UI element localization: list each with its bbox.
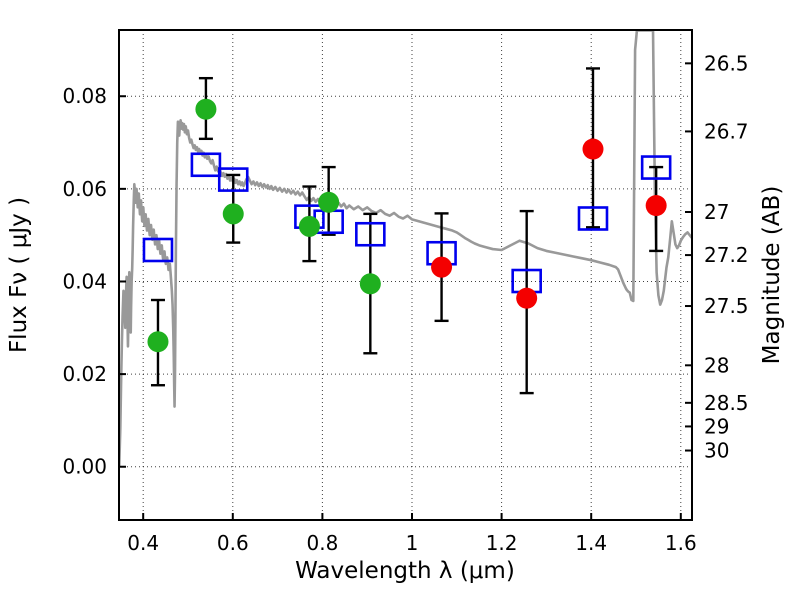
x-tick-label: 1.6: [665, 531, 697, 555]
observed-green-markers: [147, 98, 381, 353]
marker-filled-circle: [147, 331, 169, 353]
marker-open-square: [142, 237, 174, 263]
magnitude-tick-label: 26.7: [704, 119, 749, 143]
marker-filled-circle: [582, 138, 604, 160]
y-tick-label: 0.00: [62, 455, 107, 479]
x-tick-label: 1.4: [575, 531, 607, 555]
observed-red-markers: [431, 138, 667, 309]
marker-filled-circle: [195, 98, 217, 120]
magnitude-tick-label: 28.5: [704, 391, 749, 415]
model-spectrum-curve: [119, 30, 692, 467]
marker-filled-circle: [222, 203, 244, 225]
y-tick-label: 0.06: [62, 177, 107, 201]
marker-filled-circle: [298, 215, 320, 237]
x-tick-label: 0.4: [127, 531, 159, 555]
marker-filled-circle: [359, 273, 381, 295]
x-tick-label: 1: [406, 531, 419, 555]
marker-open-square: [217, 167, 249, 192]
y-axis-ticks-left: 0.00 0.02 0.04 0.06 0.08: [62, 84, 126, 479]
x-tick-label: 1.2: [486, 531, 518, 555]
marker-open-square: [355, 221, 386, 247]
magnitude-tick-label: 27.5: [704, 294, 749, 318]
plot-frame: [118, 29, 693, 521]
y-axis-label-right: Magnitude (AB): [759, 186, 785, 365]
magnitude-tick-label: 26.5: [704, 51, 749, 75]
marker-filled-circle: [431, 256, 453, 278]
magnitude-tick-label: 27: [704, 200, 729, 224]
marker-filled-circle: [318, 191, 340, 213]
marker-filled-circle: [645, 195, 667, 217]
x-axis-label: Wavelength λ (μm): [295, 558, 515, 584]
magnitude-tick-label: 29: [704, 414, 729, 438]
magnitude-tick-label: 28: [704, 353, 729, 377]
marker-open-square: [577, 206, 609, 231]
marker-open-square: [640, 155, 672, 180]
magnitude-tick-label: 30: [704, 439, 729, 463]
x-tick-label: 0.6: [217, 531, 249, 555]
y-tick-label: 0.08: [62, 84, 107, 108]
y-tick-label: 0.04: [62, 269, 107, 293]
y-tick-label: 0.02: [62, 362, 107, 386]
y-axis-label-left: Flux Fν ( μJy ): [6, 197, 32, 353]
x-axis-ticks: 0.4 0.6 0.8 1 1.2 1.4 1.6: [127, 513, 697, 555]
model-spectrum-line: [119, 30, 692, 467]
magnitude-tick-label: 27.2: [704, 243, 749, 267]
gridlines: [119, 30, 692, 520]
x-tick-label: 0.8: [306, 531, 338, 555]
marker-filled-circle: [516, 287, 538, 309]
marker-open-square: [190, 152, 222, 178]
